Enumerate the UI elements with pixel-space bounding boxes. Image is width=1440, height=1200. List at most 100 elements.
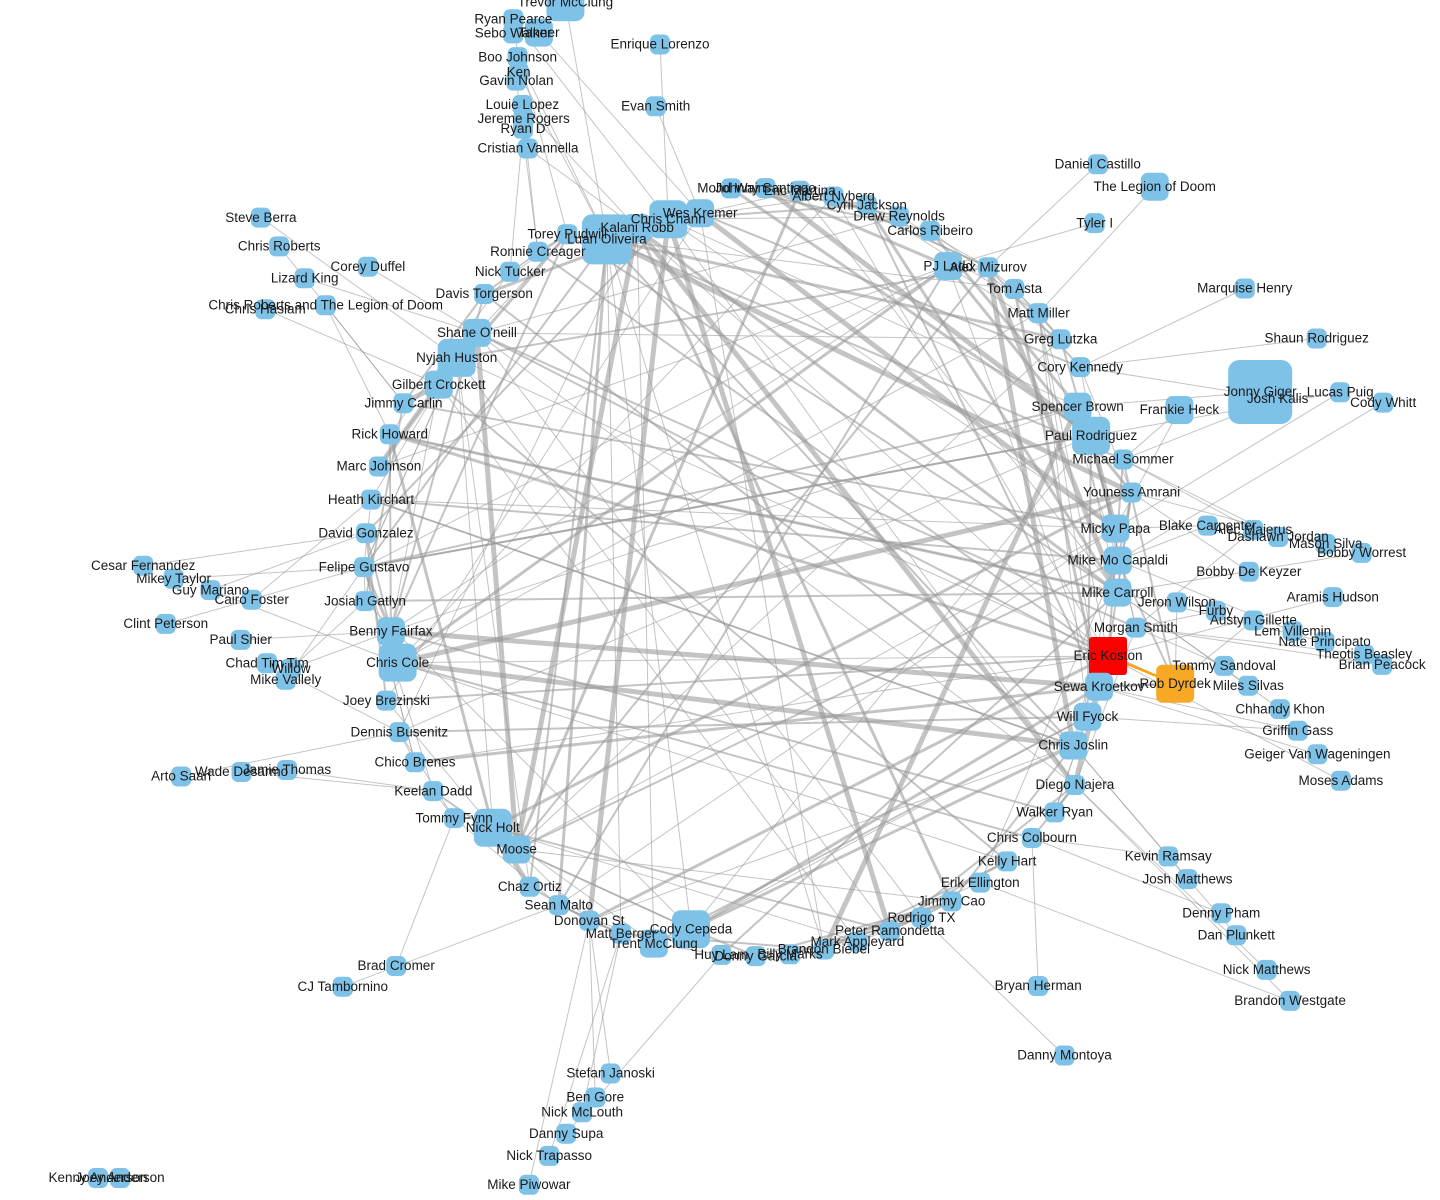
svg-text:Cody Cepeda: Cody Cepeda [650, 922, 733, 937]
svg-text:Erik Ellington: Erik Ellington [941, 875, 1020, 890]
svg-text:CJ Tambornino: CJ Tambornino [298, 979, 389, 994]
svg-text:Clint Peterson: Clint Peterson [123, 616, 208, 631]
svg-text:Keelan Dadd: Keelan Dadd [394, 783, 472, 798]
svg-text:Bryan Herman: Bryan Herman [995, 978, 1082, 993]
svg-text:Steve Berra: Steve Berra [225, 210, 297, 225]
svg-text:Chris Cole: Chris Cole [366, 655, 429, 670]
svg-text:Paul Rodriguez: Paul Rodriguez [1045, 428, 1138, 443]
svg-text:Josh Matthews: Josh Matthews [1142, 871, 1232, 886]
svg-text:Chhandy Khon: Chhandy Khon [1235, 701, 1324, 716]
svg-text:Louie Lopez: Louie Lopez [486, 97, 560, 112]
svg-text:Danny Supa: Danny Supa [529, 1126, 604, 1141]
svg-text:Enrique Lorenzo: Enrique Lorenzo [610, 37, 709, 52]
svg-text:Jereme Rogers: Jereme Rogers [477, 111, 570, 126]
svg-text:Miles Silvas: Miles Silvas [1213, 678, 1285, 693]
svg-text:Trevor McClung: Trevor McClung [518, 0, 614, 9]
svg-text:Stefan Janoski: Stefan Janoski [566, 1066, 655, 1081]
svg-text:Greg Lutzka: Greg Lutzka [1024, 331, 1098, 346]
svg-text:Nick Trapasso: Nick Trapasso [506, 1148, 592, 1163]
svg-text:Sewa Kroetkov: Sewa Kroetkov [1054, 679, 1145, 694]
svg-text:Eric Koston: Eric Koston [1073, 648, 1142, 663]
svg-text:Will Fyock: Will Fyock [1057, 709, 1119, 724]
svg-text:Tommy Sandoval: Tommy Sandoval [1172, 658, 1276, 673]
svg-text:Kevin Ramsay: Kevin Ramsay [1125, 849, 1212, 864]
svg-text:Joey Brezinski: Joey Brezinski [343, 693, 430, 708]
svg-text:Nick Matthews: Nick Matthews [1223, 962, 1311, 977]
svg-text:Lizard King: Lizard King [271, 271, 339, 286]
svg-text:Tommy Fynn: Tommy Fynn [415, 810, 492, 825]
svg-text:David Gonzalez: David Gonzalez [318, 525, 414, 540]
svg-text:Moose: Moose [496, 842, 537, 857]
svg-text:Chris Colbourn: Chris Colbourn [987, 830, 1077, 845]
svg-text:Huy Lam: Huy Lam [694, 947, 748, 962]
svg-text:Josh Kalis: Josh Kalis [1247, 391, 1309, 406]
svg-text:Cory Kennedy: Cory Kennedy [1037, 359, 1123, 374]
svg-text:Felipe Gustavo: Felipe Gustavo [319, 559, 410, 574]
svg-text:Tom Asta: Tom Asta [987, 281, 1043, 296]
svg-text:Heath Kirchart: Heath Kirchart [328, 492, 415, 507]
svg-text:Moses Adams: Moses Adams [1299, 773, 1384, 788]
svg-text:Chad Tim Tim: Chad Tim Tim [225, 656, 308, 671]
svg-text:Griffin Gass: Griffin Gass [1262, 723, 1333, 738]
svg-text:Mike Mo Capaldi: Mike Mo Capaldi [1068, 553, 1169, 568]
svg-text:Josiah Gatlyn: Josiah Gatlyn [324, 593, 406, 608]
svg-text:Joey Anderson: Joey Anderson [75, 1170, 164, 1185]
svg-text:Bobby De Keyzer: Bobby De Keyzer [1196, 564, 1302, 579]
svg-text:Chaz Ortiz: Chaz Ortiz [498, 879, 562, 894]
svg-text:Brandon Westgate: Brandon Westgate [1234, 993, 1346, 1008]
svg-text:Cristian Vannella: Cristian Vannella [477, 141, 579, 156]
svg-text:Nick McLouth: Nick McLouth [541, 1105, 623, 1120]
svg-text:Frankie Heck: Frankie Heck [1140, 402, 1220, 417]
svg-text:Gilbert Crockett: Gilbert Crockett [392, 377, 486, 392]
svg-text:Dan Plunkett: Dan Plunkett [1198, 927, 1276, 942]
svg-text:Brian Peacock: Brian Peacock [1339, 657, 1426, 672]
svg-text:Daniel Castillo: Daniel Castillo [1055, 157, 1141, 172]
svg-text:Wes Kremer: Wes Kremer [663, 206, 738, 221]
svg-text:Danny Montoya: Danny Montoya [1017, 1048, 1112, 1063]
svg-text:Michael Sommer: Michael Sommer [1072, 452, 1174, 467]
svg-text:Youness Amrani: Youness Amrani [1083, 485, 1180, 500]
svg-text:The Legion of Doom: The Legion of Doom [1094, 179, 1216, 194]
svg-text:Cody Whitt: Cody Whitt [1350, 395, 1416, 410]
svg-text:Arto Saari: Arto Saari [151, 769, 211, 784]
svg-text:Corey Duffel: Corey Duffel [331, 259, 406, 274]
svg-text:Chris Roberts: Chris Roberts [238, 239, 321, 254]
svg-text:Benny Fairfax: Benny Fairfax [349, 624, 433, 639]
svg-text:Chris Haslam: Chris Haslam [225, 301, 306, 316]
svg-text:Bobby Worrest: Bobby Worrest [1317, 545, 1406, 560]
svg-text:Nyjah Huston: Nyjah Huston [416, 350, 497, 365]
svg-text:Marc Johnson: Marc Johnson [337, 459, 422, 474]
svg-text:Brad Cromer: Brad Cromer [358, 958, 436, 973]
svg-text:Ken: Ken [507, 65, 531, 80]
svg-text:Sean Malto: Sean Malto [525, 897, 593, 912]
svg-text:Matt Berger: Matt Berger [586, 926, 657, 941]
svg-text:Evan Smith: Evan Smith [621, 99, 690, 114]
svg-text:Denny Pham: Denny Pham [1182, 906, 1260, 921]
svg-text:Morgan Smith: Morgan Smith [1094, 620, 1178, 635]
svg-text:Rob Dyrdek: Rob Dyrdek [1140, 676, 1212, 691]
svg-text:Micky Papa: Micky Papa [1081, 521, 1151, 536]
svg-text:Mikey Taylor: Mikey Taylor [136, 571, 211, 586]
svg-text:Dennis Busenitz: Dennis Busenitz [351, 724, 449, 739]
svg-text:Carlos Ribeiro: Carlos Ribeiro [887, 223, 973, 238]
svg-text:Nick Tucker: Nick Tucker [475, 264, 546, 279]
svg-text:Shane O'neill: Shane O'neill [437, 325, 517, 340]
svg-text:Mike Piwowar: Mike Piwowar [487, 1177, 571, 1192]
svg-text:Davis Torgerson: Davis Torgerson [436, 286, 533, 301]
svg-text:Chris Joslin: Chris Joslin [1038, 738, 1108, 753]
svg-text:Walker Ryan: Walker Ryan [1016, 805, 1093, 820]
svg-text:Boo Johnson: Boo Johnson [478, 49, 557, 64]
svg-text:Donovan St: Donovan St [554, 913, 625, 928]
svg-text:Matt Miller: Matt Miller [1007, 305, 1070, 320]
svg-text:Diego Najera: Diego Najera [1036, 777, 1115, 792]
svg-text:Alex Mizurov: Alex Mizurov [949, 259, 1027, 274]
svg-text:Aramis Hudson: Aramis Hudson [1287, 589, 1379, 604]
svg-text:Chico Brenes: Chico Brenes [374, 755, 455, 770]
svg-text:Jimmy Carlin: Jimmy Carlin [364, 395, 442, 410]
svg-text:Shaun Rodriguez: Shaun Rodriguez [1265, 331, 1370, 346]
svg-text:Geiger Van Wageningen: Geiger Van Wageningen [1244, 746, 1390, 761]
svg-text:Kelly Hart: Kelly Hart [978, 854, 1037, 869]
svg-text:Paul Shier: Paul Shier [210, 632, 273, 647]
svg-text:Tanner: Tanner [518, 25, 560, 40]
svg-text:Spencer Brown: Spencer Brown [1031, 399, 1123, 414]
